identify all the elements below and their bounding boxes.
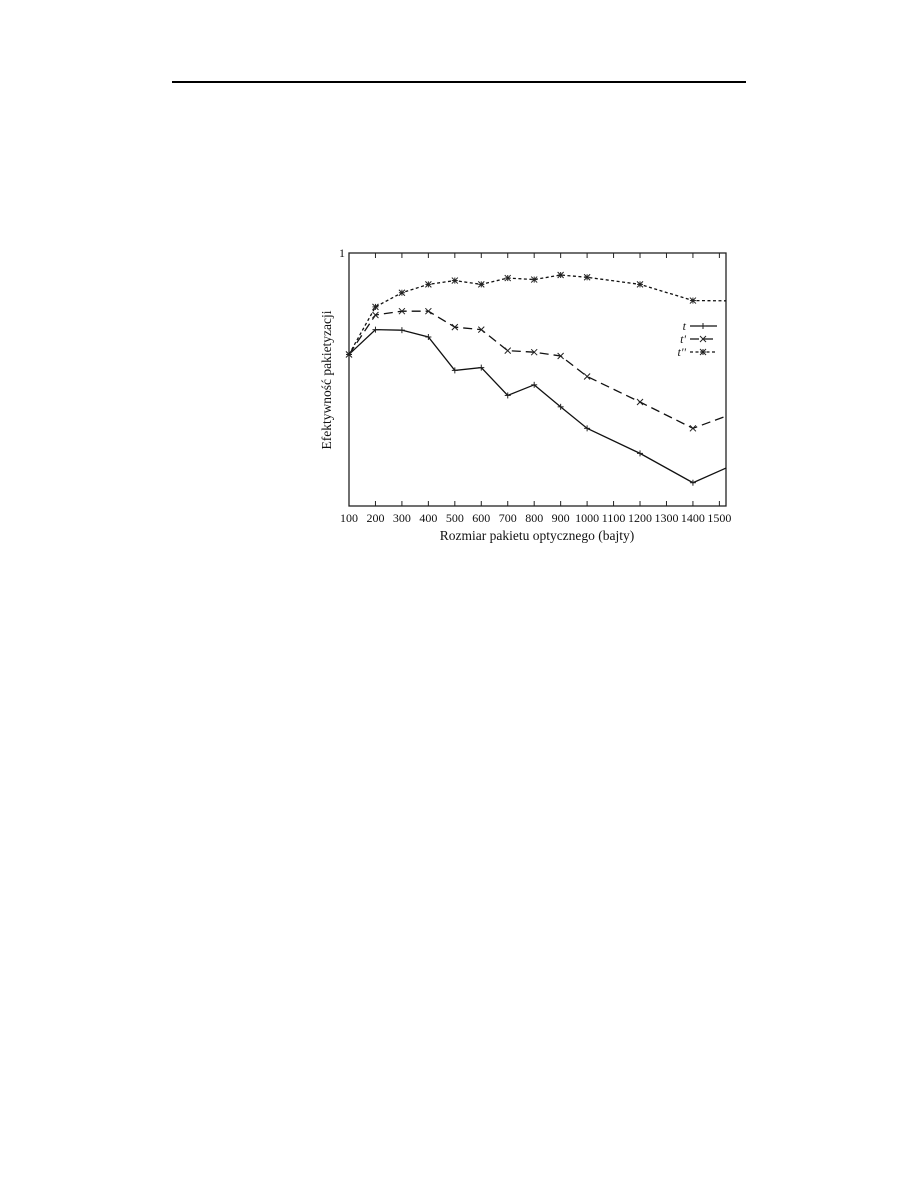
x-tick-label: 800 <box>525 511 543 525</box>
y-axis-label: Efektywność pakietyzacji <box>319 310 334 449</box>
data-point <box>425 281 432 288</box>
x-tick-label: 600 <box>472 511 490 525</box>
x-tick-label: 1200 <box>628 511 652 525</box>
data-point <box>477 326 485 334</box>
data-point <box>584 425 591 432</box>
data-point <box>372 311 379 319</box>
x-tick-label: 1400 <box>681 511 705 525</box>
data-point <box>451 277 459 284</box>
data-point <box>372 303 379 311</box>
data-point <box>345 351 353 358</box>
data-point <box>636 281 644 288</box>
data-point <box>530 276 538 283</box>
series-line-0 <box>348 329 727 484</box>
data-point <box>504 347 512 355</box>
header-rule <box>172 81 746 83</box>
data-point <box>451 367 458 374</box>
legend-label: t <box>683 319 687 333</box>
data-point <box>636 398 644 406</box>
data-point <box>530 348 538 356</box>
x-tick-label: 900 <box>552 511 570 525</box>
y-tick-label: 1 <box>339 246 345 260</box>
data-point <box>557 352 565 360</box>
data-point <box>531 381 538 388</box>
legend-label: t' <box>680 332 686 346</box>
data-point <box>557 271 565 279</box>
legend-marker <box>699 348 707 356</box>
data-point <box>425 307 432 315</box>
x-tick-label: 500 <box>446 511 464 525</box>
data-point <box>689 424 697 432</box>
data-point <box>504 392 511 399</box>
data-point <box>372 326 379 333</box>
data-point <box>478 364 485 371</box>
series-line-1 <box>348 310 727 430</box>
data-point <box>637 450 644 457</box>
plot-frame <box>348 252 727 507</box>
x-tick-label: 1000 <box>575 511 599 525</box>
data-point <box>398 307 406 315</box>
x-tick-label: 100 <box>340 511 358 525</box>
x-tick-label: 700 <box>499 511 517 525</box>
x-tick-label: 1300 <box>654 511 678 525</box>
data-point <box>689 479 696 486</box>
data-point <box>398 327 405 334</box>
legend-marker <box>700 323 706 329</box>
data-point <box>583 373 591 380</box>
data-point <box>583 273 591 281</box>
data-point <box>557 403 564 410</box>
data-point <box>689 297 697 304</box>
data-point <box>398 289 406 297</box>
data-point <box>504 274 512 282</box>
x-axis-label: Rozmiar pakietu optycznego (bajty) <box>440 528 635 543</box>
legend-marker <box>699 335 707 343</box>
legend-label: t'' <box>678 345 687 359</box>
data-point <box>425 333 432 340</box>
x-tick-label: 400 <box>419 511 437 525</box>
data-point <box>477 281 485 288</box>
data-point <box>451 323 459 331</box>
x-tick-label: 1500 <box>707 511 731 525</box>
x-tick-label: 300 <box>393 511 411 525</box>
series-line-2 <box>348 274 727 355</box>
x-tick-label: 1100 <box>602 511 626 525</box>
x-tick-label: 200 <box>366 511 384 525</box>
